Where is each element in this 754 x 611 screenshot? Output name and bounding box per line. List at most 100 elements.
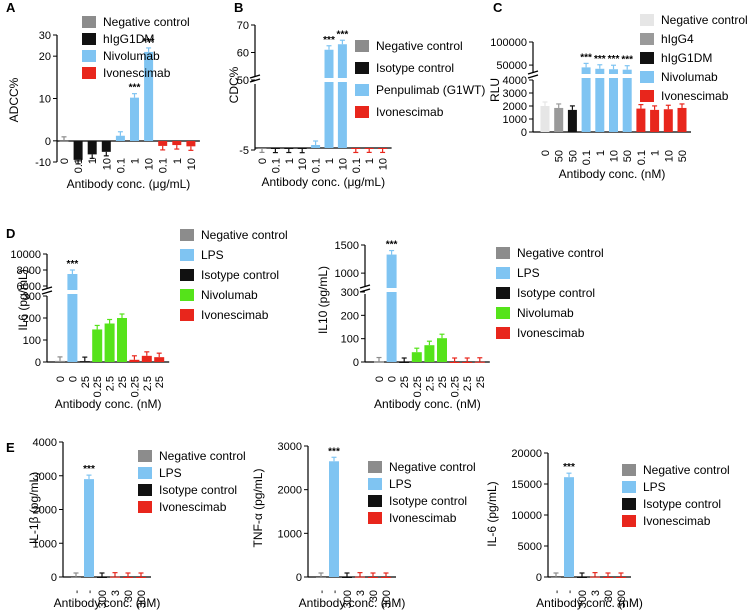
x-tick-label: 0.1 [636, 150, 648, 165]
bar-break-gap [66, 290, 79, 294]
bar-nivolumab [104, 323, 115, 362]
y-tick-label: 5000 [518, 541, 542, 553]
y-axis-title: RLU [488, 78, 502, 102]
legend-label: Negative control [389, 460, 476, 474]
legend-swatch [622, 481, 636, 493]
bar-break-gap [608, 74, 619, 78]
bar-ivonescimab [136, 577, 146, 578]
legend-swatch [180, 269, 194, 281]
legend-label: Isotype control [201, 268, 279, 282]
legend-swatch [622, 464, 636, 476]
bar-nivolumab [117, 318, 127, 362]
y-tick-label: 1500 [335, 240, 359, 252]
legend-label: Isotype control [376, 61, 454, 75]
x-tick-label: 0 [55, 376, 67, 382]
legend-label: Ivonescimab [376, 105, 444, 119]
x-tick-label: 0 [387, 376, 399, 382]
significance-label: *** [83, 464, 95, 475]
legend-label: Negative control [661, 13, 748, 27]
x-tick-label: 25 [475, 376, 487, 388]
x-tick-label: 0.25 [450, 376, 462, 397]
y-tick-label: 300 [23, 291, 41, 303]
bar-negative-control [374, 361, 384, 363]
x-tick-label: 10 [609, 150, 621, 162]
x-tick-label: 0.25 [412, 376, 424, 397]
y-axis-title: IL6 (pg/mL) [16, 269, 30, 330]
significance-label: *** [580, 52, 592, 63]
bar-ivonescimab [110, 576, 120, 578]
bar-isotype-control [342, 577, 352, 578]
legend-swatch [180, 229, 194, 241]
x-tick-label: 50 [622, 150, 634, 162]
x-tick-label: 0.1 [351, 158, 363, 173]
x-tick-label: 10 [144, 158, 156, 170]
legend-label: Isotype control [643, 497, 721, 511]
legend-swatch [355, 40, 369, 52]
x-tick-label: 3 [355, 590, 367, 596]
bar-negative-control [59, 140, 69, 142]
x-tick-label: 1 [595, 150, 607, 156]
x-tick-label: 0.1 [581, 150, 593, 165]
bar-negative-control [316, 577, 326, 578]
bar-ivonescimab [154, 357, 165, 362]
y-tick-label: 20000 [511, 448, 542, 460]
axis-break-mark [41, 290, 53, 295]
x-tick-label: 0.25 [92, 376, 104, 397]
bar-ivonescimab [355, 576, 365, 578]
axis-break-mark [527, 70, 539, 75]
bar-higg1dm [567, 109, 577, 132]
bar-ivonescimab [616, 577, 626, 578]
bar-negative-control [540, 106, 550, 132]
x-tick-label: 10 [101, 158, 113, 170]
legend-swatch [82, 50, 96, 62]
x-tick-label: 2.5 [105, 376, 117, 391]
significance-label: *** [386, 240, 398, 251]
bar-nivolumab [92, 329, 103, 362]
significance-label: *** [129, 83, 141, 94]
significance-label: *** [337, 29, 349, 40]
x-tick-label: 1 [284, 158, 296, 164]
legend-swatch [82, 16, 96, 28]
legend-label: LPS [643, 480, 666, 494]
x-tick-label: 300 [342, 590, 354, 608]
bar-isotype-control [577, 577, 587, 578]
y-tick-label: 200 [341, 310, 359, 322]
legend-swatch [180, 289, 194, 301]
x-tick-label: 1 [364, 158, 376, 164]
legend-label: Ivonescimab [517, 326, 585, 340]
y-axis-title: IL-6 (pg/mL) [485, 481, 499, 546]
x-tick-label: 30 [368, 590, 380, 602]
y-tick-label: 0 [51, 572, 57, 584]
x-tick-label: 10 [297, 158, 309, 170]
y-tick-label: 3000 [278, 441, 302, 453]
legend-label: LPS [389, 477, 412, 491]
legend-label: Nivolumab [103, 49, 160, 63]
bar-negative-control [55, 360, 65, 362]
bar-nivolumab [609, 69, 618, 132]
legend-swatch [496, 307, 510, 319]
x-axis-title: Antibody conc. (nM) [536, 596, 643, 610]
bar-penpulimab-g1wt- [311, 145, 321, 148]
panel-letter: E [6, 440, 15, 455]
bar-penpulimab-g1wt- [324, 49, 334, 148]
bar-break-gap [310, 78, 322, 82]
x-tick-label: 0.1 [311, 158, 323, 173]
bar-nivolumab [144, 51, 154, 141]
x-tick-label: 25 [80, 376, 92, 388]
significance-label: *** [608, 54, 620, 65]
legend-swatch [496, 287, 510, 299]
legend-label: LPS [201, 248, 224, 262]
legend-swatch [368, 495, 382, 507]
x-tick-label: 300 [381, 590, 393, 608]
legend-swatch [82, 67, 96, 79]
bar-ivonescimab [603, 577, 613, 578]
legend-label: Ivonescimab [643, 514, 711, 528]
significance-label: *** [67, 259, 79, 270]
x-tick-label: 0 [59, 158, 71, 164]
x-tick-label: 25 [437, 376, 449, 388]
legend-swatch [622, 498, 636, 510]
x-tick-label: 300 [136, 590, 148, 608]
